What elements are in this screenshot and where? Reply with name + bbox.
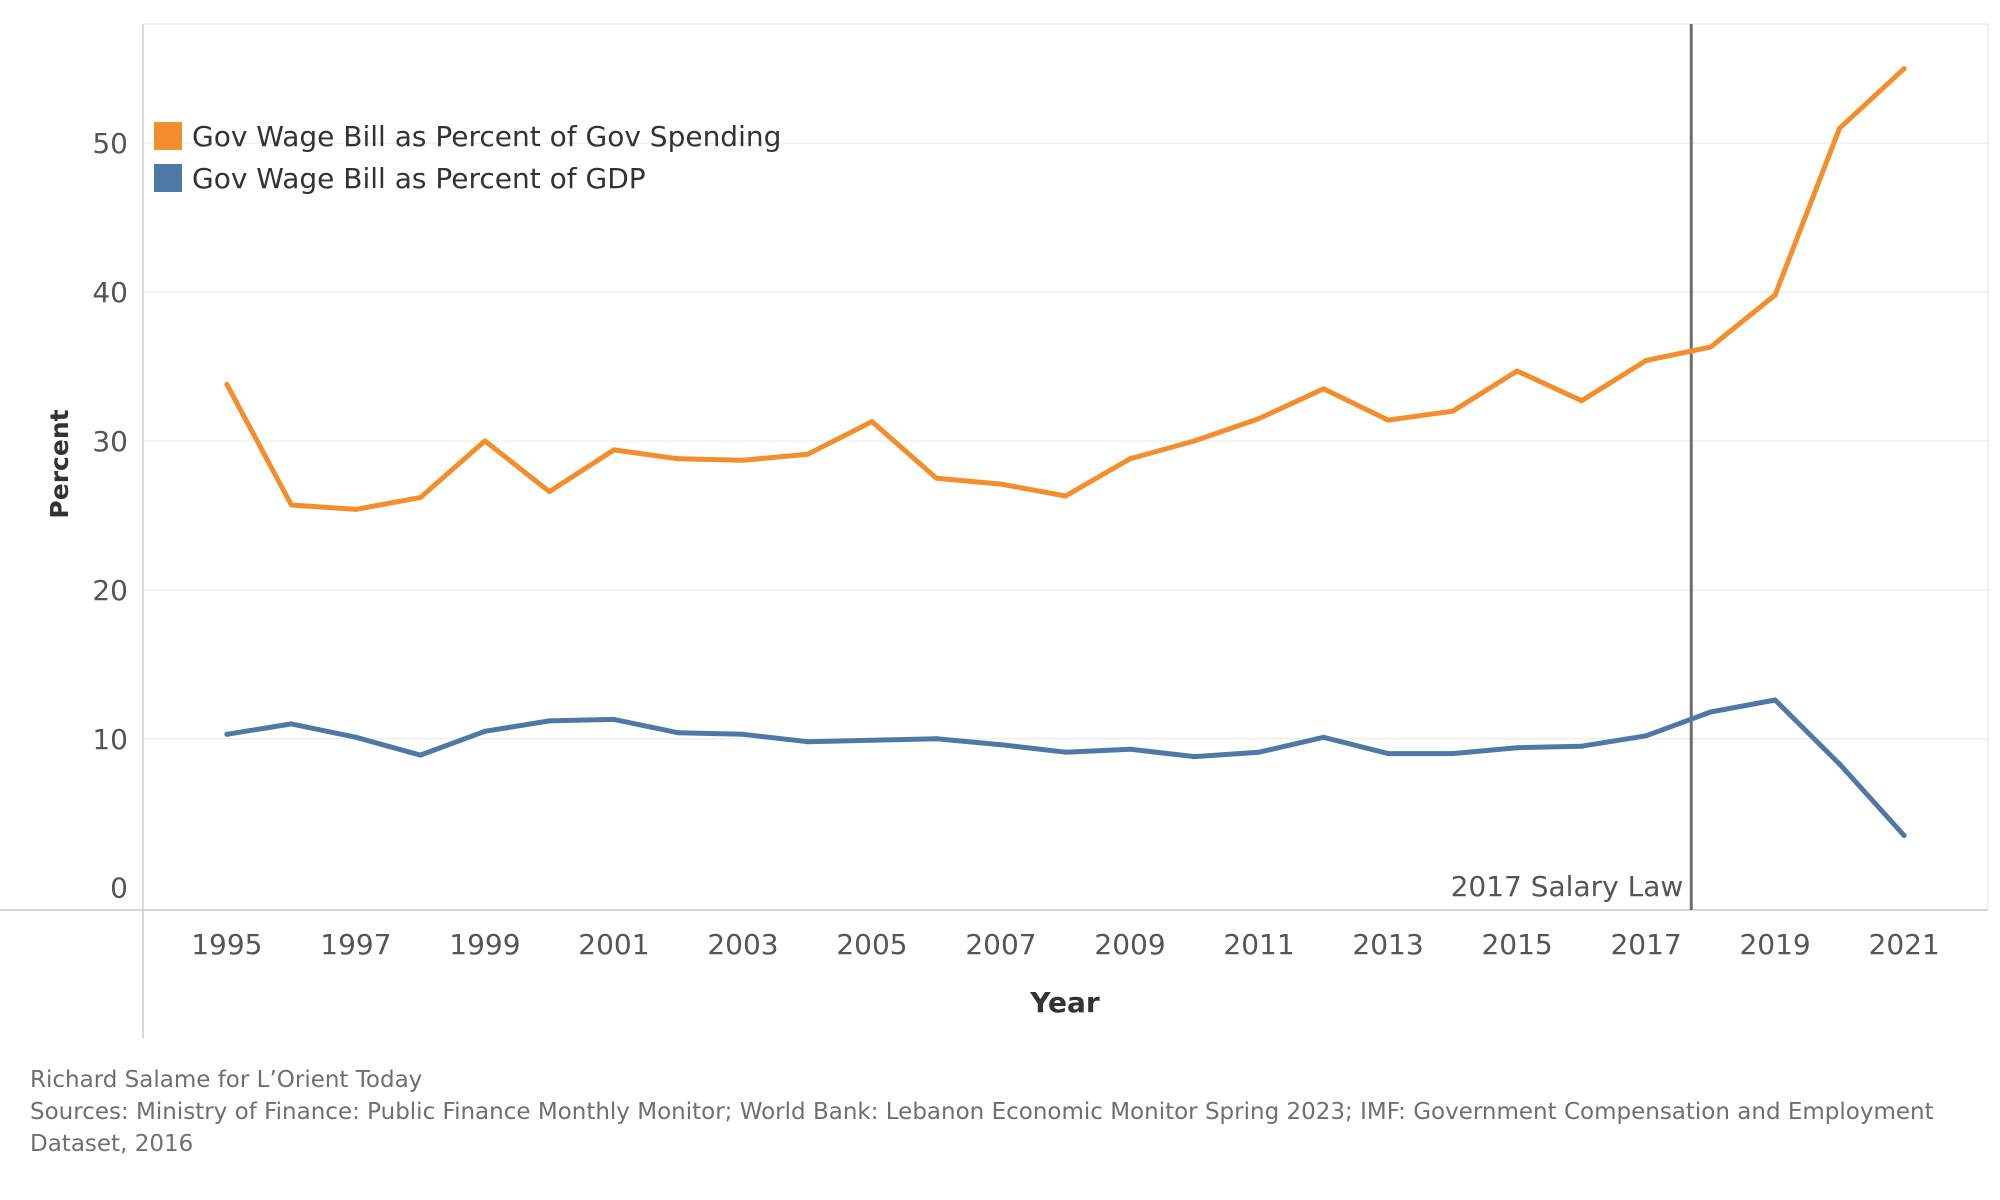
data-point bbox=[1127, 746, 1133, 752]
data-point bbox=[1256, 749, 1262, 755]
y-tick-label: 10 bbox=[92, 723, 128, 756]
data-point bbox=[1708, 709, 1714, 715]
x-axis-ticks: 1995 1997 1999 2001 2003 2005 2007 2009 2011 2013… bbox=[191, 928, 1940, 961]
data-point bbox=[998, 481, 1004, 487]
data-point bbox=[1063, 749, 1068, 755]
x-axis-title: Year bbox=[1029, 986, 1100, 1019]
data-point bbox=[1450, 408, 1456, 414]
x-tick-label: 2017 bbox=[1610, 928, 1681, 961]
data-point bbox=[933, 736, 939, 742]
legend-swatch bbox=[154, 164, 182, 192]
series-line-2 bbox=[224, 697, 1907, 838]
data-point bbox=[804, 739, 810, 745]
data-point bbox=[1256, 416, 1262, 422]
data-point bbox=[1837, 761, 1843, 767]
data-point bbox=[869, 737, 875, 743]
data-point bbox=[1643, 733, 1649, 739]
data-point bbox=[1579, 743, 1585, 749]
line-chart: 0 10 20 30 40 50 1995 1997 1999 2001 2003 2005 2007… bbox=[0, 23, 1989, 1038]
y-axis-title: Percent bbox=[45, 409, 74, 518]
data-point bbox=[675, 456, 681, 462]
x-tick-label: 2019 bbox=[1739, 928, 1810, 961]
legend-swatch bbox=[154, 122, 182, 150]
data-point bbox=[353, 506, 359, 512]
data-point bbox=[1321, 734, 1327, 740]
data-point bbox=[224, 731, 230, 737]
data-point bbox=[1772, 292, 1778, 298]
data-point bbox=[417, 752, 423, 758]
legend-label: Gov Wage Bill as Percent of Gov Spending bbox=[192, 120, 781, 153]
x-tick-label: 2021 bbox=[1869, 928, 1940, 961]
y-tick-label: 30 bbox=[92, 425, 128, 458]
x-tick-label: 2001 bbox=[578, 928, 649, 961]
data-point bbox=[675, 730, 681, 736]
data-point bbox=[1385, 751, 1391, 757]
data-point bbox=[1837, 125, 1843, 131]
x-tick-label: 2011 bbox=[1223, 928, 1294, 961]
data-point bbox=[740, 457, 746, 463]
x-tick-label: 2009 bbox=[1094, 928, 1165, 961]
data-point bbox=[1643, 358, 1649, 364]
x-tick-label: 2005 bbox=[836, 928, 907, 961]
data-point bbox=[1192, 754, 1198, 760]
legend-label: Gov Wage Bill as Percent of GDP bbox=[192, 162, 646, 195]
data-point bbox=[1321, 386, 1327, 392]
data-point bbox=[482, 438, 488, 444]
data-point bbox=[933, 475, 939, 481]
footer: Richard Salame for L’Orient Today Source… bbox=[30, 1064, 1960, 1160]
y-tick-label: 50 bbox=[92, 127, 128, 160]
x-tick-label: 2013 bbox=[1352, 928, 1423, 961]
data-point bbox=[804, 451, 810, 457]
data-point bbox=[611, 447, 617, 453]
data-point bbox=[1579, 398, 1585, 404]
x-tick-label: 1997 bbox=[320, 928, 391, 961]
data-point bbox=[1901, 66, 1907, 72]
x-tick-label: 2015 bbox=[1481, 928, 1552, 961]
data-point bbox=[869, 419, 875, 425]
data-point bbox=[1192, 438, 1198, 444]
data-point bbox=[1450, 751, 1456, 757]
data-point bbox=[1514, 368, 1520, 374]
data-point bbox=[1708, 344, 1714, 350]
legend: Gov Wage Bill as Percent of Gov Spending… bbox=[154, 120, 781, 195]
data-point bbox=[1772, 697, 1778, 703]
grid-lines bbox=[143, 142, 1988, 740]
data-point bbox=[353, 734, 359, 740]
x-tick-label: 1995 bbox=[191, 928, 262, 961]
data-point bbox=[1901, 833, 1907, 839]
data-point bbox=[288, 502, 294, 508]
x-tick-label: 2003 bbox=[707, 928, 778, 961]
x-tick-label: 2007 bbox=[965, 928, 1036, 961]
data-point bbox=[546, 489, 552, 495]
data-point bbox=[1127, 456, 1133, 462]
y-tick-label: 40 bbox=[92, 276, 128, 309]
data-point bbox=[288, 721, 294, 727]
x-tick-label: 1999 bbox=[449, 928, 520, 961]
data-point bbox=[1385, 417, 1391, 423]
sources-text: Sources: Ministry of Finance: Public Fin… bbox=[30, 1099, 1934, 1157]
series bbox=[224, 66, 1907, 839]
y-tick-label: 0 bbox=[110, 872, 128, 905]
annotations: 2017 Salary Law bbox=[1451, 24, 1693, 910]
data-point bbox=[417, 495, 423, 501]
data-point bbox=[1514, 745, 1520, 751]
y-tick-label: 20 bbox=[92, 574, 128, 607]
credit-text: Richard Salame for L’Orient Today bbox=[30, 1067, 423, 1093]
data-point bbox=[224, 381, 230, 387]
data-point bbox=[740, 731, 746, 737]
y-axis-ticks: 0 10 20 30 40 50 bbox=[92, 127, 128, 905]
data-point bbox=[1063, 493, 1068, 499]
data-point bbox=[998, 742, 1004, 748]
salary-law-label: 2017 Salary Law bbox=[1451, 870, 1684, 903]
data-point bbox=[482, 728, 488, 734]
data-point bbox=[611, 716, 617, 722]
data-point bbox=[546, 718, 552, 724]
